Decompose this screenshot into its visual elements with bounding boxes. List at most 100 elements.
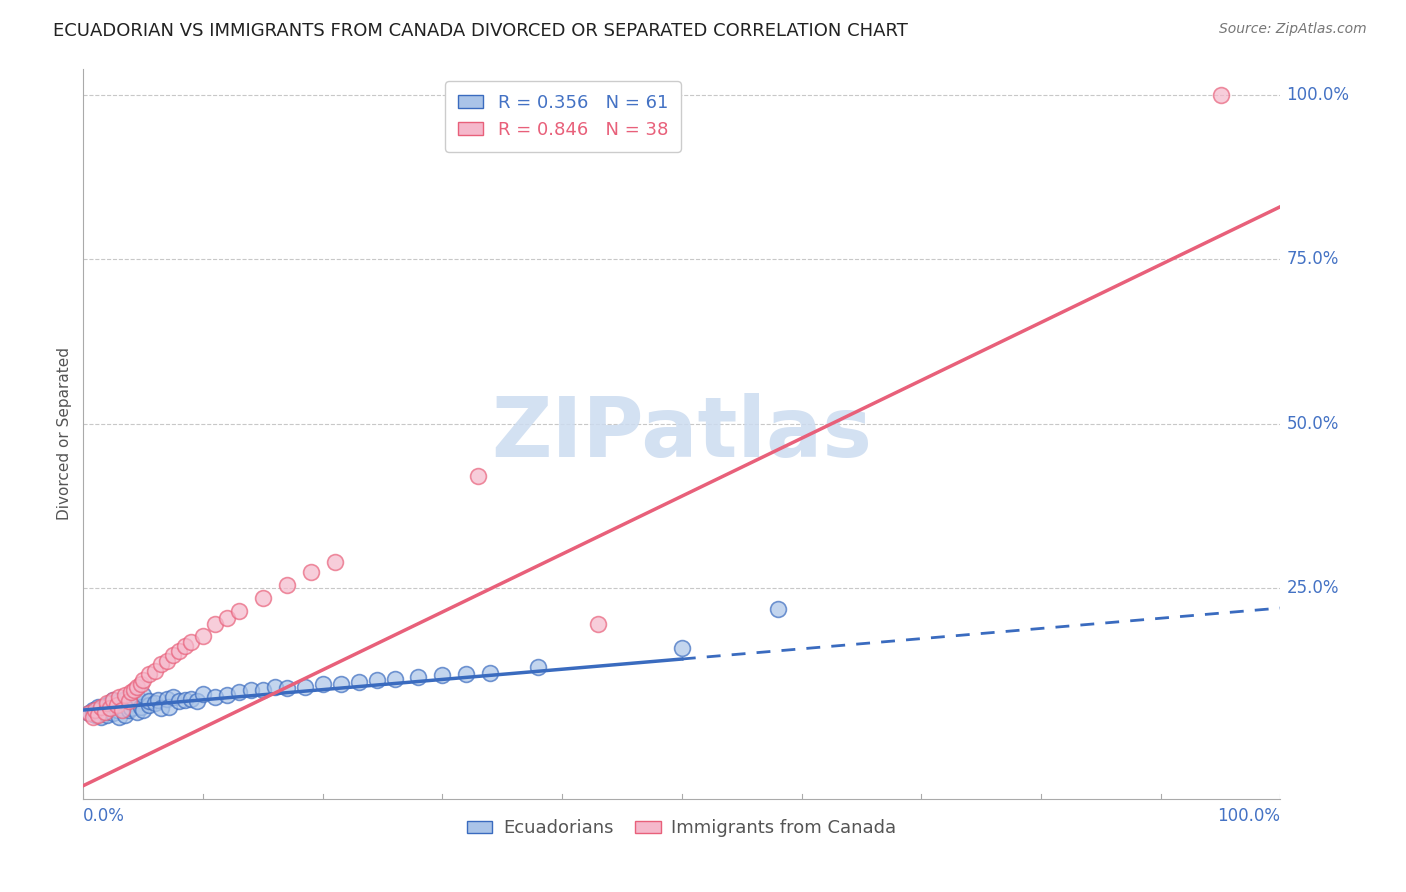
Point — [1209, 87, 1232, 102]
Point — [162, 690, 184, 704]
Point — [228, 604, 250, 618]
Point — [150, 701, 173, 715]
Point — [86, 699, 108, 714]
Point — [527, 660, 550, 674]
Point — [120, 697, 142, 711]
Point — [96, 697, 118, 711]
Text: 50.0%: 50.0% — [1286, 415, 1339, 433]
Point — [252, 591, 274, 606]
Text: ECUADORIAN VS IMMIGRANTS FROM CANADA DIVORCED OR SEPARATED CORRELATION CHART: ECUADORIAN VS IMMIGRANTS FROM CANADA DIV… — [53, 22, 908, 40]
Point — [167, 694, 190, 708]
Point — [215, 611, 238, 625]
Point — [127, 705, 149, 719]
Point — [94, 705, 117, 719]
Point — [108, 694, 131, 708]
Point — [82, 703, 104, 717]
Point — [479, 665, 502, 680]
Text: 0.0%: 0.0% — [83, 806, 125, 825]
Point — [114, 688, 136, 702]
Point — [408, 670, 430, 684]
Point — [132, 673, 155, 688]
Point — [98, 701, 121, 715]
Point — [90, 709, 112, 723]
Point — [77, 706, 100, 721]
Point — [586, 617, 609, 632]
Point — [103, 693, 125, 707]
Point — [84, 703, 107, 717]
Point — [191, 629, 214, 643]
Point — [132, 688, 155, 702]
Point — [191, 687, 214, 701]
Point — [276, 578, 298, 592]
Point — [156, 691, 179, 706]
Point — [118, 694, 141, 708]
Text: 100.0%: 100.0% — [1286, 86, 1350, 103]
Point — [114, 707, 136, 722]
Point — [96, 707, 118, 722]
Point — [103, 693, 125, 707]
Point — [111, 698, 134, 713]
Point — [347, 674, 370, 689]
Point — [77, 706, 100, 721]
Text: Source: ZipAtlas.com: Source: ZipAtlas.com — [1219, 22, 1367, 37]
Point — [150, 657, 173, 671]
Point — [215, 688, 238, 702]
Point — [162, 648, 184, 663]
Point — [138, 694, 160, 708]
Point — [108, 690, 131, 704]
Point — [329, 676, 352, 690]
Point — [766, 602, 789, 616]
Legend: Ecuadorians, Immigrants from Canada: Ecuadorians, Immigrants from Canada — [460, 812, 904, 845]
Point — [228, 685, 250, 699]
Point — [127, 680, 149, 694]
Point — [252, 683, 274, 698]
Point — [120, 701, 142, 715]
Point — [86, 707, 108, 722]
Point — [118, 703, 141, 717]
Point — [174, 639, 197, 653]
Point — [432, 668, 454, 682]
Point — [143, 664, 166, 678]
Point — [312, 676, 335, 690]
Text: 25.0%: 25.0% — [1286, 579, 1339, 598]
Point — [138, 698, 160, 713]
Point — [180, 635, 202, 649]
Point — [108, 709, 131, 723]
Y-axis label: Divorced or Separated: Divorced or Separated — [58, 347, 72, 520]
Point — [167, 644, 190, 658]
Point — [204, 690, 226, 704]
Point — [146, 693, 169, 707]
Point — [90, 701, 112, 715]
Point — [366, 673, 388, 688]
Text: 100.0%: 100.0% — [1218, 806, 1281, 825]
Point — [105, 703, 128, 717]
Point — [384, 672, 406, 686]
Point — [129, 676, 152, 690]
Point — [82, 709, 104, 723]
Point — [96, 698, 118, 713]
Text: ZIPatlas: ZIPatlas — [491, 393, 872, 475]
Point — [159, 699, 181, 714]
Point — [138, 666, 160, 681]
Point — [467, 469, 489, 483]
Point — [122, 693, 145, 707]
Point — [84, 707, 107, 722]
Point — [132, 703, 155, 717]
Point — [204, 617, 226, 632]
Point — [110, 701, 132, 715]
Point — [239, 683, 262, 698]
Point — [323, 555, 346, 569]
Point — [120, 685, 142, 699]
Point — [110, 703, 132, 717]
Point — [114, 691, 136, 706]
Point — [156, 654, 179, 668]
Point — [122, 683, 145, 698]
Point — [94, 705, 117, 719]
Text: 75.0%: 75.0% — [1286, 251, 1339, 268]
Point — [90, 699, 112, 714]
Point — [127, 690, 149, 704]
Point — [456, 666, 478, 681]
Point — [263, 680, 285, 694]
Point — [174, 693, 197, 707]
Point — [98, 697, 121, 711]
